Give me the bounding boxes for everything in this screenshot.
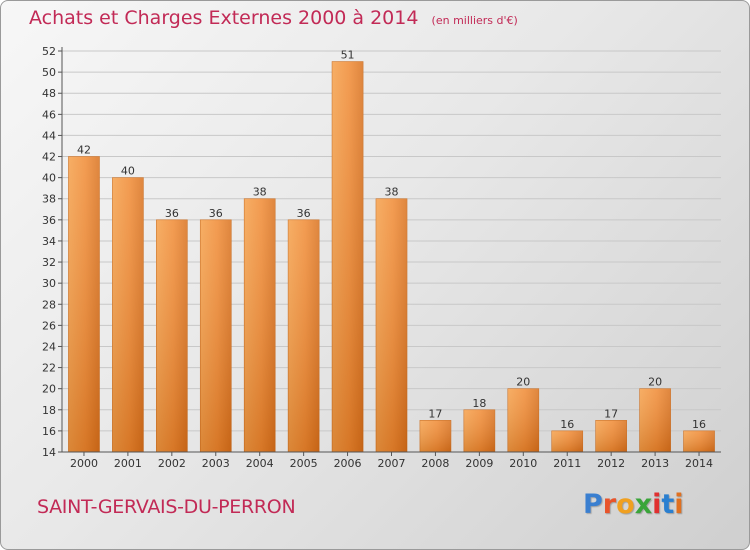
y-tick-label: 46 — [42, 108, 56, 121]
logo-letter: i — [652, 489, 662, 520]
logo-letter: o — [616, 489, 635, 520]
x-tick-label-2011: 2011 — [553, 457, 581, 470]
y-tick-label: 50 — [42, 66, 56, 79]
y-tick-label: 24 — [42, 340, 56, 353]
y-tick-label: 42 — [42, 151, 56, 164]
chart-title-unit: (en milliers d'€) — [431, 14, 518, 27]
x-tick-label-2007: 2007 — [378, 457, 406, 470]
bar-shade-2008 — [419, 420, 451, 452]
y-tick-label: 28 — [42, 298, 56, 311]
bar-shade-2013 — [639, 388, 671, 452]
bar-shade-2014 — [683, 430, 715, 452]
x-tick-label-2004: 2004 — [246, 457, 274, 470]
y-tick-label: 48 — [42, 87, 56, 100]
logo-letter: t — [661, 489, 675, 520]
value-label-2001: 40 — [121, 165, 135, 178]
bar-shade-2001 — [112, 177, 144, 452]
x-tick-label-2012: 2012 — [597, 457, 625, 470]
bar-shade-2010 — [507, 388, 539, 452]
bar-shade-2012 — [595, 420, 627, 452]
value-label-2003: 36 — [209, 207, 223, 220]
y-tick-label: 18 — [42, 404, 56, 417]
bar-shade-2011 — [551, 430, 583, 452]
y-tick-label: 40 — [42, 172, 56, 185]
value-label-2006: 51 — [341, 49, 355, 62]
logo-letter: P — [583, 489, 603, 520]
y-tick-label: 26 — [42, 319, 56, 332]
y-tick-label: 22 — [42, 362, 56, 375]
bar-shade-2006 — [332, 61, 364, 452]
value-label-2013: 20 — [648, 376, 662, 389]
value-label-2007: 38 — [385, 186, 399, 199]
y-tick-label: 16 — [42, 425, 56, 438]
value-label-2000: 42 — [77, 144, 91, 157]
y-tick-label: 44 — [42, 129, 56, 142]
x-tick-label-2003: 2003 — [202, 457, 230, 470]
logo-letter: i — [674, 489, 684, 520]
chart-title-main: Achats et Charges Externes 2000 à 2014 — [29, 7, 419, 29]
x-tick-label-2008: 2008 — [421, 457, 449, 470]
value-label-2012: 17 — [604, 407, 618, 420]
x-tick-label-2002: 2002 — [158, 457, 186, 470]
bar-shade-2004 — [244, 198, 276, 452]
bar-shade-2000 — [68, 156, 100, 453]
logo-letter: r — [602, 489, 617, 520]
value-label-2011: 16 — [560, 418, 574, 431]
y-tick-label: 32 — [42, 256, 56, 269]
value-label-2010: 20 — [516, 376, 530, 389]
data-labels: 42 40 36 36 38 36 51 38 17 18 20 16 17 20 16 — [77, 49, 706, 431]
y-tick-label: 14 — [42, 446, 56, 459]
bars — [68, 61, 715, 453]
x-tick-label-2013: 2013 — [641, 457, 669, 470]
y-tick-label: 36 — [42, 214, 56, 227]
x-tick-label-2005: 2005 — [290, 457, 318, 470]
value-label-2005: 36 — [297, 207, 311, 220]
chart-title: Achats et Charges Externes 2000 à 2014 (… — [29, 7, 518, 29]
x-tick-label-2009: 2009 — [465, 457, 493, 470]
x-tick-label-2001: 2001 — [114, 457, 142, 470]
y-tick-label: 30 — [42, 277, 56, 290]
value-label-2004: 38 — [253, 186, 267, 199]
value-label-2009: 18 — [472, 397, 486, 410]
x-tick-label-2014: 2014 — [685, 457, 713, 470]
y-tick-label: 34 — [42, 235, 56, 248]
y-tick-label: 38 — [42, 193, 56, 206]
value-label-2002: 36 — [165, 207, 179, 220]
x-tick-label-2010: 2010 — [509, 457, 537, 470]
x-tick-label-2000: 2000 — [70, 457, 98, 470]
bar-shade-2002 — [156, 219, 188, 452]
value-label-2008: 17 — [428, 407, 442, 420]
bar-shade-2005 — [288, 219, 320, 452]
bar-shade-2003 — [200, 219, 232, 452]
bar-shade-2007 — [376, 198, 407, 452]
logo-letter: x — [634, 489, 653, 520]
y-tick-label: 20 — [42, 383, 56, 396]
bar-shade-2009 — [463, 409, 495, 452]
axes: 14 16 18 20 22 24 26 28 30 32 34 36 38 40 42 44 46 48 50 52… — [42, 45, 721, 470]
proxiti-logo[interactable]: Proxiti — [583, 489, 684, 520]
value-label-2014: 16 — [692, 418, 706, 431]
x-tick-label-2006: 2006 — [334, 457, 362, 470]
commune-name: SAINT-GERVAIS-DU-PERRON — [37, 496, 296, 518]
y-tick-label: 52 — [42, 45, 56, 58]
